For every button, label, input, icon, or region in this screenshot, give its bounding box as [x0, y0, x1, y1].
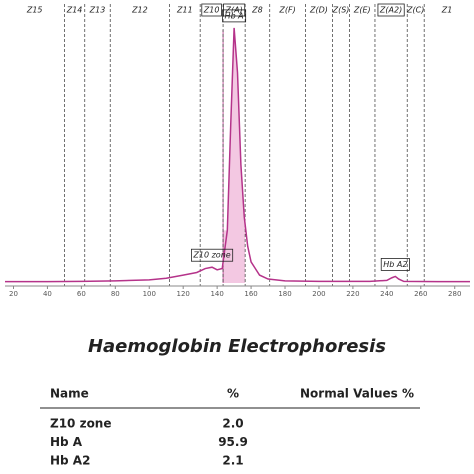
x-tick-label: 180 — [278, 290, 291, 298]
x-tick-label: 100 — [143, 290, 156, 298]
zone-label: Z10 — [203, 6, 220, 15]
zone-label: Z15 — [26, 6, 43, 15]
shaded-area — [223, 27, 246, 283]
x-tick-label: 200 — [312, 290, 325, 298]
table-header: Normal Values % — [300, 387, 414, 401]
x-tick-label: 120 — [177, 290, 190, 298]
zone-label: Z12 — [131, 6, 148, 15]
zone-label: Z14 — [66, 6, 83, 15]
table-header: Name — [50, 387, 89, 401]
table-cell: Hb A — [50, 435, 83, 449]
zone-label: Z11 — [176, 6, 193, 15]
x-tick-label: 20 — [9, 290, 18, 298]
table-cell: 2.0 — [222, 417, 243, 431]
zone-label: Z(D) — [309, 6, 328, 15]
table-header: % — [227, 387, 239, 401]
x-tick-label: 240 — [380, 290, 393, 298]
table-cell: 2.1 — [222, 454, 243, 468]
zone-label: Z(F) — [278, 6, 295, 15]
peak-box — [190, 248, 234, 262]
x-tick-label: 160 — [244, 290, 257, 298]
table-cell: Hb A2 — [50, 454, 90, 468]
table-cell: Z10 zone — [50, 417, 112, 431]
peak-label: Z10 zone — [192, 251, 230, 260]
x-tick-label: 40 — [43, 290, 52, 298]
peak-box — [222, 9, 247, 23]
zone-label: Z(S) — [332, 6, 350, 15]
zone-label: Z1 — [441, 6, 453, 15]
x-tick-label: 80 — [111, 290, 120, 298]
zone-box — [377, 3, 405, 17]
x-tick-label: 260 — [414, 290, 427, 298]
peak-label: Hb A2 — [383, 260, 407, 269]
zone-label: Z8 — [251, 6, 263, 15]
x-tick-label: 140 — [210, 290, 223, 298]
zone-box — [201, 3, 222, 17]
zone-label: Z(E) — [353, 6, 371, 15]
x-tick-label: 280 — [448, 290, 461, 298]
zone-label: Z13 — [89, 6, 106, 15]
table-title: Haemoglobin Electrophoresis — [88, 336, 386, 357]
x-tick-label: 220 — [346, 290, 359, 298]
peak-label: Hb A — [225, 11, 244, 20]
trace — [5, 27, 470, 283]
peak-box — [380, 258, 410, 271]
zone-label: Z(C) — [406, 6, 424, 15]
zone-label: Z(A2) — [379, 6, 402, 15]
table-cell: 95.9 — [218, 435, 248, 449]
x-tick-label: 60 — [77, 290, 86, 298]
